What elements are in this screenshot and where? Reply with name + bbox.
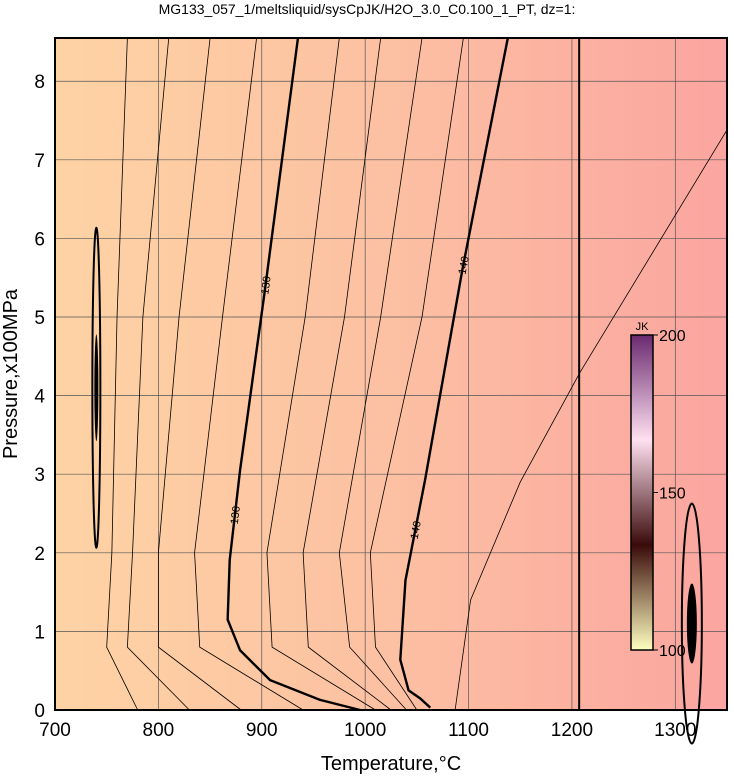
contour-label: 140 [409,520,424,540]
y-tick-label: 0 [34,701,45,722]
y-tick-label: 4 [34,387,45,408]
plot-frame [54,37,728,711]
contour-line [338,37,423,711]
contour-line [266,37,376,711]
blob [91,226,102,549]
blob [94,334,99,442]
colorbar [630,334,654,651]
x-tick-label: 1200 [551,720,593,741]
chart-title: MG133_057_1/meltsliquid/sysCpJK/H2O_3.0_… [159,1,576,17]
colorbar-tick-label: 100 [659,643,686,660]
contour-line [194,37,304,711]
contour-line [126,37,190,711]
plot-area [55,38,727,710]
contour-line [399,37,510,709]
colorbar-title: JK [636,321,650,333]
contour-label: 140 [457,255,472,275]
y-tick-label: 6 [34,229,45,250]
contour-line [226,37,361,712]
y-tick-label: 5 [34,308,45,329]
x-tick-label: 1000 [344,720,386,741]
x-tick-label: 700 [39,720,71,741]
y-axis-label: Pressure,x100MPa [0,288,22,459]
blob [680,502,703,745]
x-tick-label: 1300 [654,720,696,741]
blob [686,583,697,664]
contour-line [369,37,464,711]
contour-label: 130 [259,275,273,295]
x-tick-label: 900 [246,720,278,741]
x-tick-label: 800 [143,720,175,741]
y-tick-label: 8 [34,72,45,93]
y-tick-label: 2 [34,544,45,565]
contour-line [106,37,139,711]
colorbar-tick-label: 150 [659,486,686,503]
contour-line [157,37,242,711]
y-tick-label: 3 [34,465,45,486]
contour-line [302,37,392,711]
x-tick-label: 1100 [448,720,489,741]
colorbar-tick-label: 200 [659,328,686,345]
y-tick-label: 1 [34,622,45,643]
y-tick-label: 7 [34,151,45,172]
contour-line [454,129,728,711]
x-axis-label: Temperature,°C [321,753,461,775]
contour-label: 130 [229,505,243,525]
